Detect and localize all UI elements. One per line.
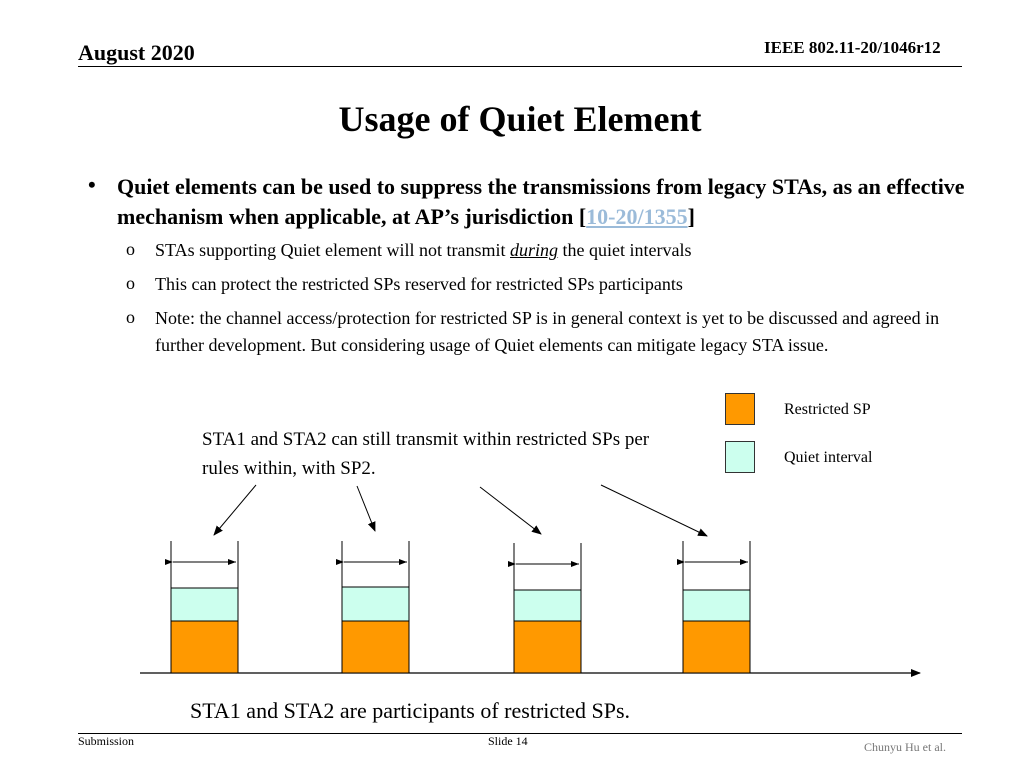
quiet-interval-box [513,589,582,622]
sub-bullet-1-emphasis: during [510,240,559,260]
legend-label-restricted-sp: Restricted SP [784,401,871,418]
quiet-interval-box [170,587,239,622]
sp-block-1 [165,541,239,674]
footer-slide-number: Slide 14 [488,734,528,748]
bullet-marker: • [88,172,96,197]
diagram-caption: STA1 and STA2 are participants of restri… [190,698,631,723]
quiet-interval-box [682,589,751,622]
footer-author: Chunyu Hu et al. [864,740,946,754]
sub-bullet-marker: o [126,307,135,327]
header-date: August 2020 [78,40,195,65]
legend-swatch-quiet-interval [725,441,755,473]
sub-bullet-1-before: STAs supporting Quiet element will not t… [155,240,511,260]
callout-text: STA1 and STA2 can still transmit within … [202,429,650,479]
sp-block-2 [336,541,410,674]
callout-arrow-4 [600,484,708,537]
header-doc-id: IEEE 802.11-20/1046r12 [764,38,941,57]
footer-rule [78,733,962,734]
reference-link[interactable]: 10-20/1355 [586,204,688,229]
sp-block-3 [508,543,582,674]
legend-label-quiet-interval: Quiet interval [784,449,873,466]
restricted-sp-box [682,620,751,674]
header-rule [78,66,962,67]
footer-submission: Submission [78,734,135,748]
restricted-sp-box [513,620,582,674]
callout-arrow-1 [213,484,257,536]
main-bullet: Quiet elements can be used to suppress t… [117,172,967,232]
sub-bullet-marker: o [126,239,135,259]
callout-arrow-2 [356,485,376,532]
sub-bullet-1-after: the quiet intervals [558,240,692,260]
legend-swatch-restricted-sp [725,393,755,425]
callout-arrow-3 [479,486,542,535]
quiet-interval-box [341,586,410,622]
slide-title: Usage of Quiet Element [338,99,702,139]
sub-bullet-1: STAs supporting Quiet element will not t… [155,237,955,264]
sub-bullet-3: Note: the channel access/protection for … [155,308,940,355]
main-bullet-close: ] [687,204,695,229]
sub-bullet-2: This can protect the restricted SPs rese… [155,274,683,294]
sub-bullet-marker: o [126,273,135,293]
sp-block-4 [677,541,751,674]
main-bullet-text: Quiet elements can be used to suppress t… [117,174,965,229]
restricted-sp-box [170,620,239,674]
restricted-sp-box [341,620,410,674]
